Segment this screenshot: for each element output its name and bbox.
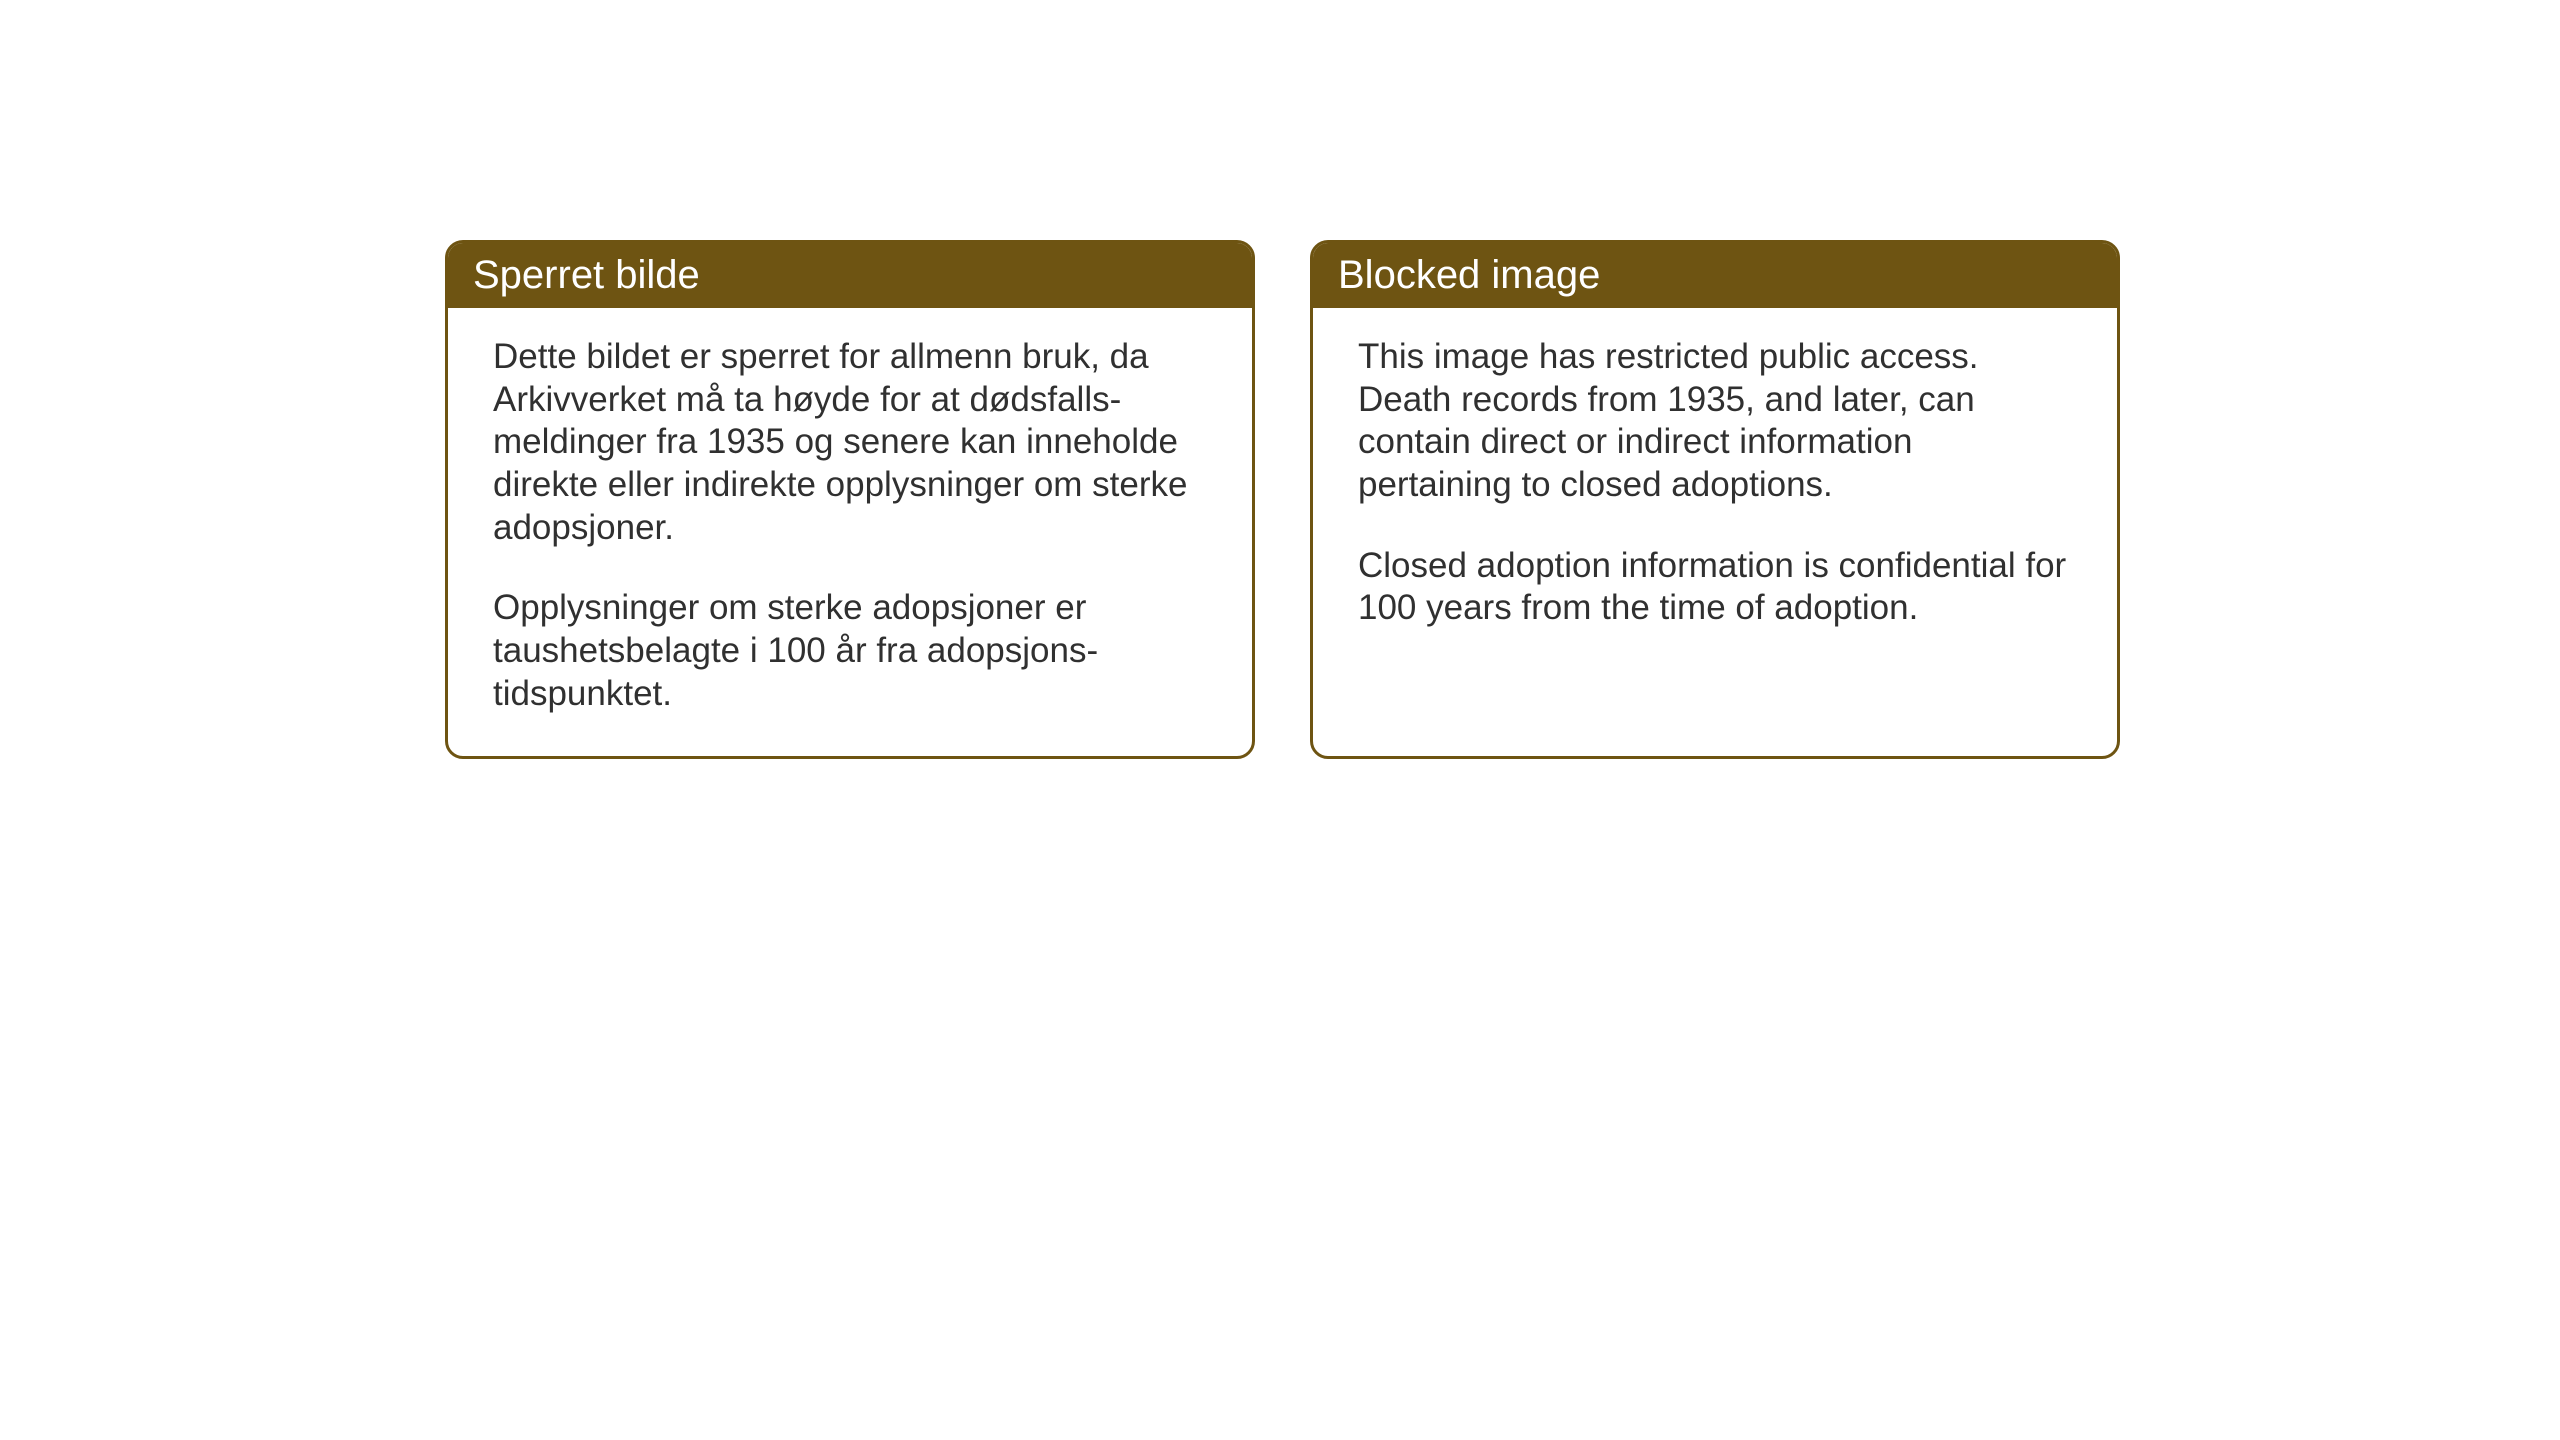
notice-card-norwegian: Sperret bilde Dette bildet er sperret fo… (445, 240, 1255, 759)
card-title: Blocked image (1338, 253, 1600, 297)
notice-paragraph: Closed adoption information is confident… (1358, 545, 2072, 630)
notice-card-english: Blocked image This image has restricted … (1310, 240, 2120, 759)
notice-paragraph: Opplysninger om sterke adopsjoner er tau… (493, 587, 1207, 715)
card-body-english: This image has restricted public access.… (1313, 308, 2117, 715)
card-header-norwegian: Sperret bilde (448, 243, 1252, 308)
notice-container: Sperret bilde Dette bildet er sperret fo… (445, 240, 2120, 759)
card-title: Sperret bilde (473, 253, 700, 297)
notice-paragraph: Dette bildet er sperret for allmenn bruk… (493, 336, 1207, 549)
card-header-english: Blocked image (1313, 243, 2117, 308)
card-body-norwegian: Dette bildet er sperret for allmenn bruk… (448, 308, 1252, 756)
notice-paragraph: This image has restricted public access.… (1358, 336, 2072, 507)
